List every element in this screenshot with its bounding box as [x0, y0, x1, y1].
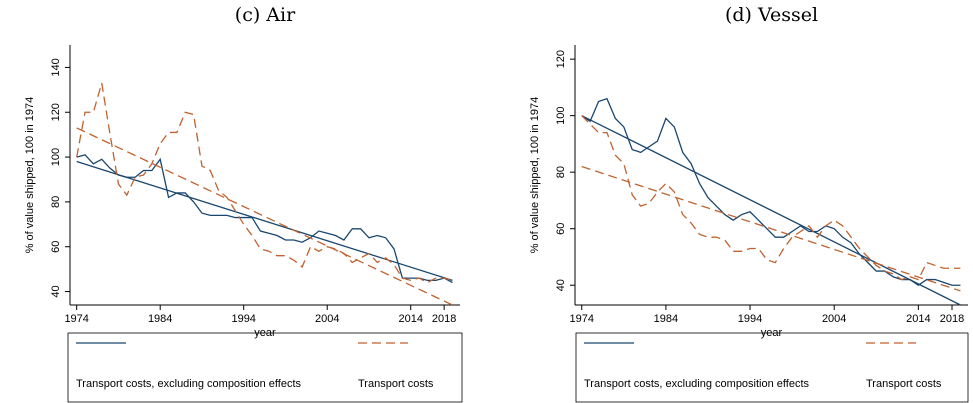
y-tick-label: 100 [50, 148, 62, 166]
x-tick-label: 2018 [940, 313, 964, 325]
series-line [76, 154, 453, 284]
x-tick-label: 2004 [822, 313, 846, 325]
chart-title: (d) Vessel [725, 4, 818, 26]
legend-box [575, 332, 969, 403]
x-tick-label: 1994 [738, 313, 762, 325]
y-tick-label: 100 [555, 106, 567, 124]
legend-box [67, 332, 463, 403]
y-tick-label: 40 [50, 285, 62, 297]
legend-label: Transport costs, excluding composition e… [584, 378, 809, 390]
x-tick-label: 1984 [654, 313, 678, 325]
chart-title: (c) Air [235, 4, 296, 26]
y-axis-label: % of value shipped, 100 in 1974 [24, 97, 36, 254]
y-tick-label: 120 [555, 50, 567, 68]
trend-line [76, 160, 453, 281]
y-tick-label: 80 [555, 166, 567, 178]
x-tick-label: 1984 [148, 313, 172, 325]
trend-line [76, 127, 453, 306]
y-tick-label: 60 [555, 223, 567, 235]
y-tick-label: 40 [555, 279, 567, 291]
legend-label: Transport costs [866, 378, 942, 390]
legend-label: Transport costs [358, 378, 434, 390]
y-tick-label: 60 [50, 241, 62, 253]
series-line [581, 97, 961, 287]
x-tick-label: 2018 [432, 313, 456, 325]
trend-line [581, 165, 961, 292]
y-tick-label: 80 [50, 196, 62, 208]
series-line [76, 82, 453, 284]
legend-label: Transport costs, excluding composition e… [76, 378, 301, 390]
series-line [581, 115, 961, 281]
y-axis-label: % of value shipped, 100 in 1974 [529, 97, 541, 254]
x-tick-label: 1974 [569, 313, 593, 325]
x-tick-label: 1994 [231, 313, 255, 325]
x-tick-label: 2004 [315, 313, 339, 325]
y-tick-label: 140 [50, 58, 62, 76]
trend-line [581, 115, 961, 306]
y-tick-label: 120 [50, 103, 62, 121]
x-tick-label: 2014 [906, 313, 930, 325]
x-tick-label: 1974 [64, 313, 88, 325]
x-tick-label: 2014 [398, 313, 422, 325]
